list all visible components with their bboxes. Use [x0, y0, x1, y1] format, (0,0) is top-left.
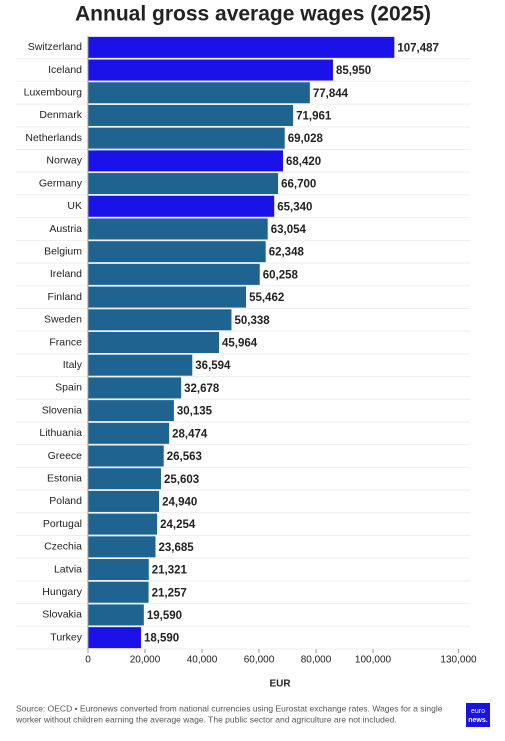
bar [88, 627, 141, 649]
bar [88, 263, 260, 285]
y-tick-label: Slovakia [42, 609, 82, 621]
bar [88, 559, 149, 581]
value-label: 68,420 [286, 156, 321, 168]
y-tick-label: Sweden [44, 314, 82, 326]
bar [88, 59, 333, 81]
y-tick-label: Turkey [50, 631, 82, 643]
x-tick-label: 130,000 [440, 655, 477, 666]
x-tick-label: 40,000 [187, 655, 218, 666]
bar [88, 309, 232, 331]
y-tick-label: France [49, 336, 82, 348]
y-tick-label: Czechia [44, 541, 82, 553]
bar [88, 536, 156, 558]
y-tick-label: Finland [48, 291, 83, 303]
value-label: 66,700 [281, 179, 316, 191]
chart-title: Annual gross average wages (2025) [75, 3, 431, 26]
bar [88, 513, 158, 535]
value-label: 45,964 [222, 338, 258, 350]
y-tick-label: Spain [55, 382, 82, 394]
bar [88, 241, 266, 263]
value-label: 63,054 [271, 224, 307, 236]
value-label: 107,487 [397, 42, 439, 54]
y-tick-label: Switzerland [28, 41, 82, 53]
bar [88, 581, 149, 603]
bar [88, 400, 174, 422]
bar [88, 286, 247, 308]
source: Source: OECD • Euronews converted from n… [16, 703, 443, 713]
value-label: 30,135 [177, 406, 213, 418]
bar [88, 422, 170, 444]
value-label: 65,340 [277, 201, 312, 213]
bar [88, 218, 268, 240]
x-tick-label: 80,000 [301, 655, 332, 666]
source: worker without children earning the aver… [15, 714, 397, 724]
bar [88, 354, 193, 376]
bar [88, 445, 164, 467]
y-tick-label: Iceland [48, 64, 82, 76]
value-label: 21,257 [152, 587, 187, 599]
x-tick-label: 100,000 [355, 655, 392, 666]
y-tick-label: Portugal [43, 518, 82, 530]
value-label: 24,940 [162, 496, 197, 508]
y-tick-label: Norway [46, 155, 82, 167]
value-label: 19,590 [147, 610, 182, 622]
y-tick-label: Ireland [50, 268, 82, 280]
bar [88, 377, 182, 399]
y-tick-label: Luxembourg [24, 87, 83, 99]
bar [88, 332, 219, 353]
y-tick-label: Latvia [54, 563, 82, 575]
value-label: 36,594 [195, 360, 231, 372]
value-label: 23,685 [159, 542, 195, 554]
y-tick-label: Italy [63, 359, 83, 371]
value-label: 55,462 [249, 292, 284, 304]
value-label: 18,590 [144, 633, 179, 645]
logo [466, 703, 490, 727]
y-tick-label: Estonia [47, 473, 82, 485]
value-label: 62,348 [269, 247, 305, 259]
y-tick-label: Hungary [42, 586, 82, 598]
bar [88, 490, 160, 512]
y-tick-label: Slovenia [42, 404, 82, 416]
y-tick-label: Denmark [39, 109, 82, 121]
value-label: 21,321 [152, 565, 188, 577]
y-tick-label: Germany [39, 177, 83, 189]
bar [88, 604, 144, 626]
y-tick-label: Austria [49, 223, 82, 235]
value-label: 85,950 [336, 65, 371, 77]
y-tick-label: UK [67, 200, 82, 212]
bar [88, 127, 285, 149]
value-label: 24,254 [160, 519, 196, 531]
value-label: 77,844 [313, 88, 349, 100]
bar [88, 195, 275, 217]
value-label: 28,474 [172, 428, 208, 440]
value-label: 71,961 [296, 110, 332, 122]
bar [88, 468, 161, 490]
logo-text: news. [468, 717, 488, 724]
value-label: 50,338 [234, 315, 270, 327]
x-tick-label: 0 [85, 655, 91, 666]
y-tick-label: Poland [49, 495, 82, 507]
y-tick-label: Lithuania [39, 427, 82, 439]
value-label: 60,258 [263, 269, 299, 281]
y-tick-label: Belgium [44, 245, 82, 257]
logo-text: euro [471, 708, 485, 715]
bar [88, 104, 294, 126]
bar [88, 173, 279, 195]
bar [88, 82, 310, 104]
x-tick-label: 20,000 [130, 655, 161, 666]
value-label: 25,603 [164, 474, 199, 486]
value-label: 69,028 [288, 133, 324, 145]
y-tick-label: Greece [48, 450, 83, 462]
bar [88, 150, 283, 172]
bar [88, 36, 395, 58]
value-label: 32,678 [184, 383, 220, 395]
x-axis-label: EUR [269, 679, 291, 690]
value-label: 26,563 [167, 451, 202, 463]
y-tick-label: Netherlands [25, 132, 82, 144]
x-tick-label: 60,000 [244, 655, 275, 666]
